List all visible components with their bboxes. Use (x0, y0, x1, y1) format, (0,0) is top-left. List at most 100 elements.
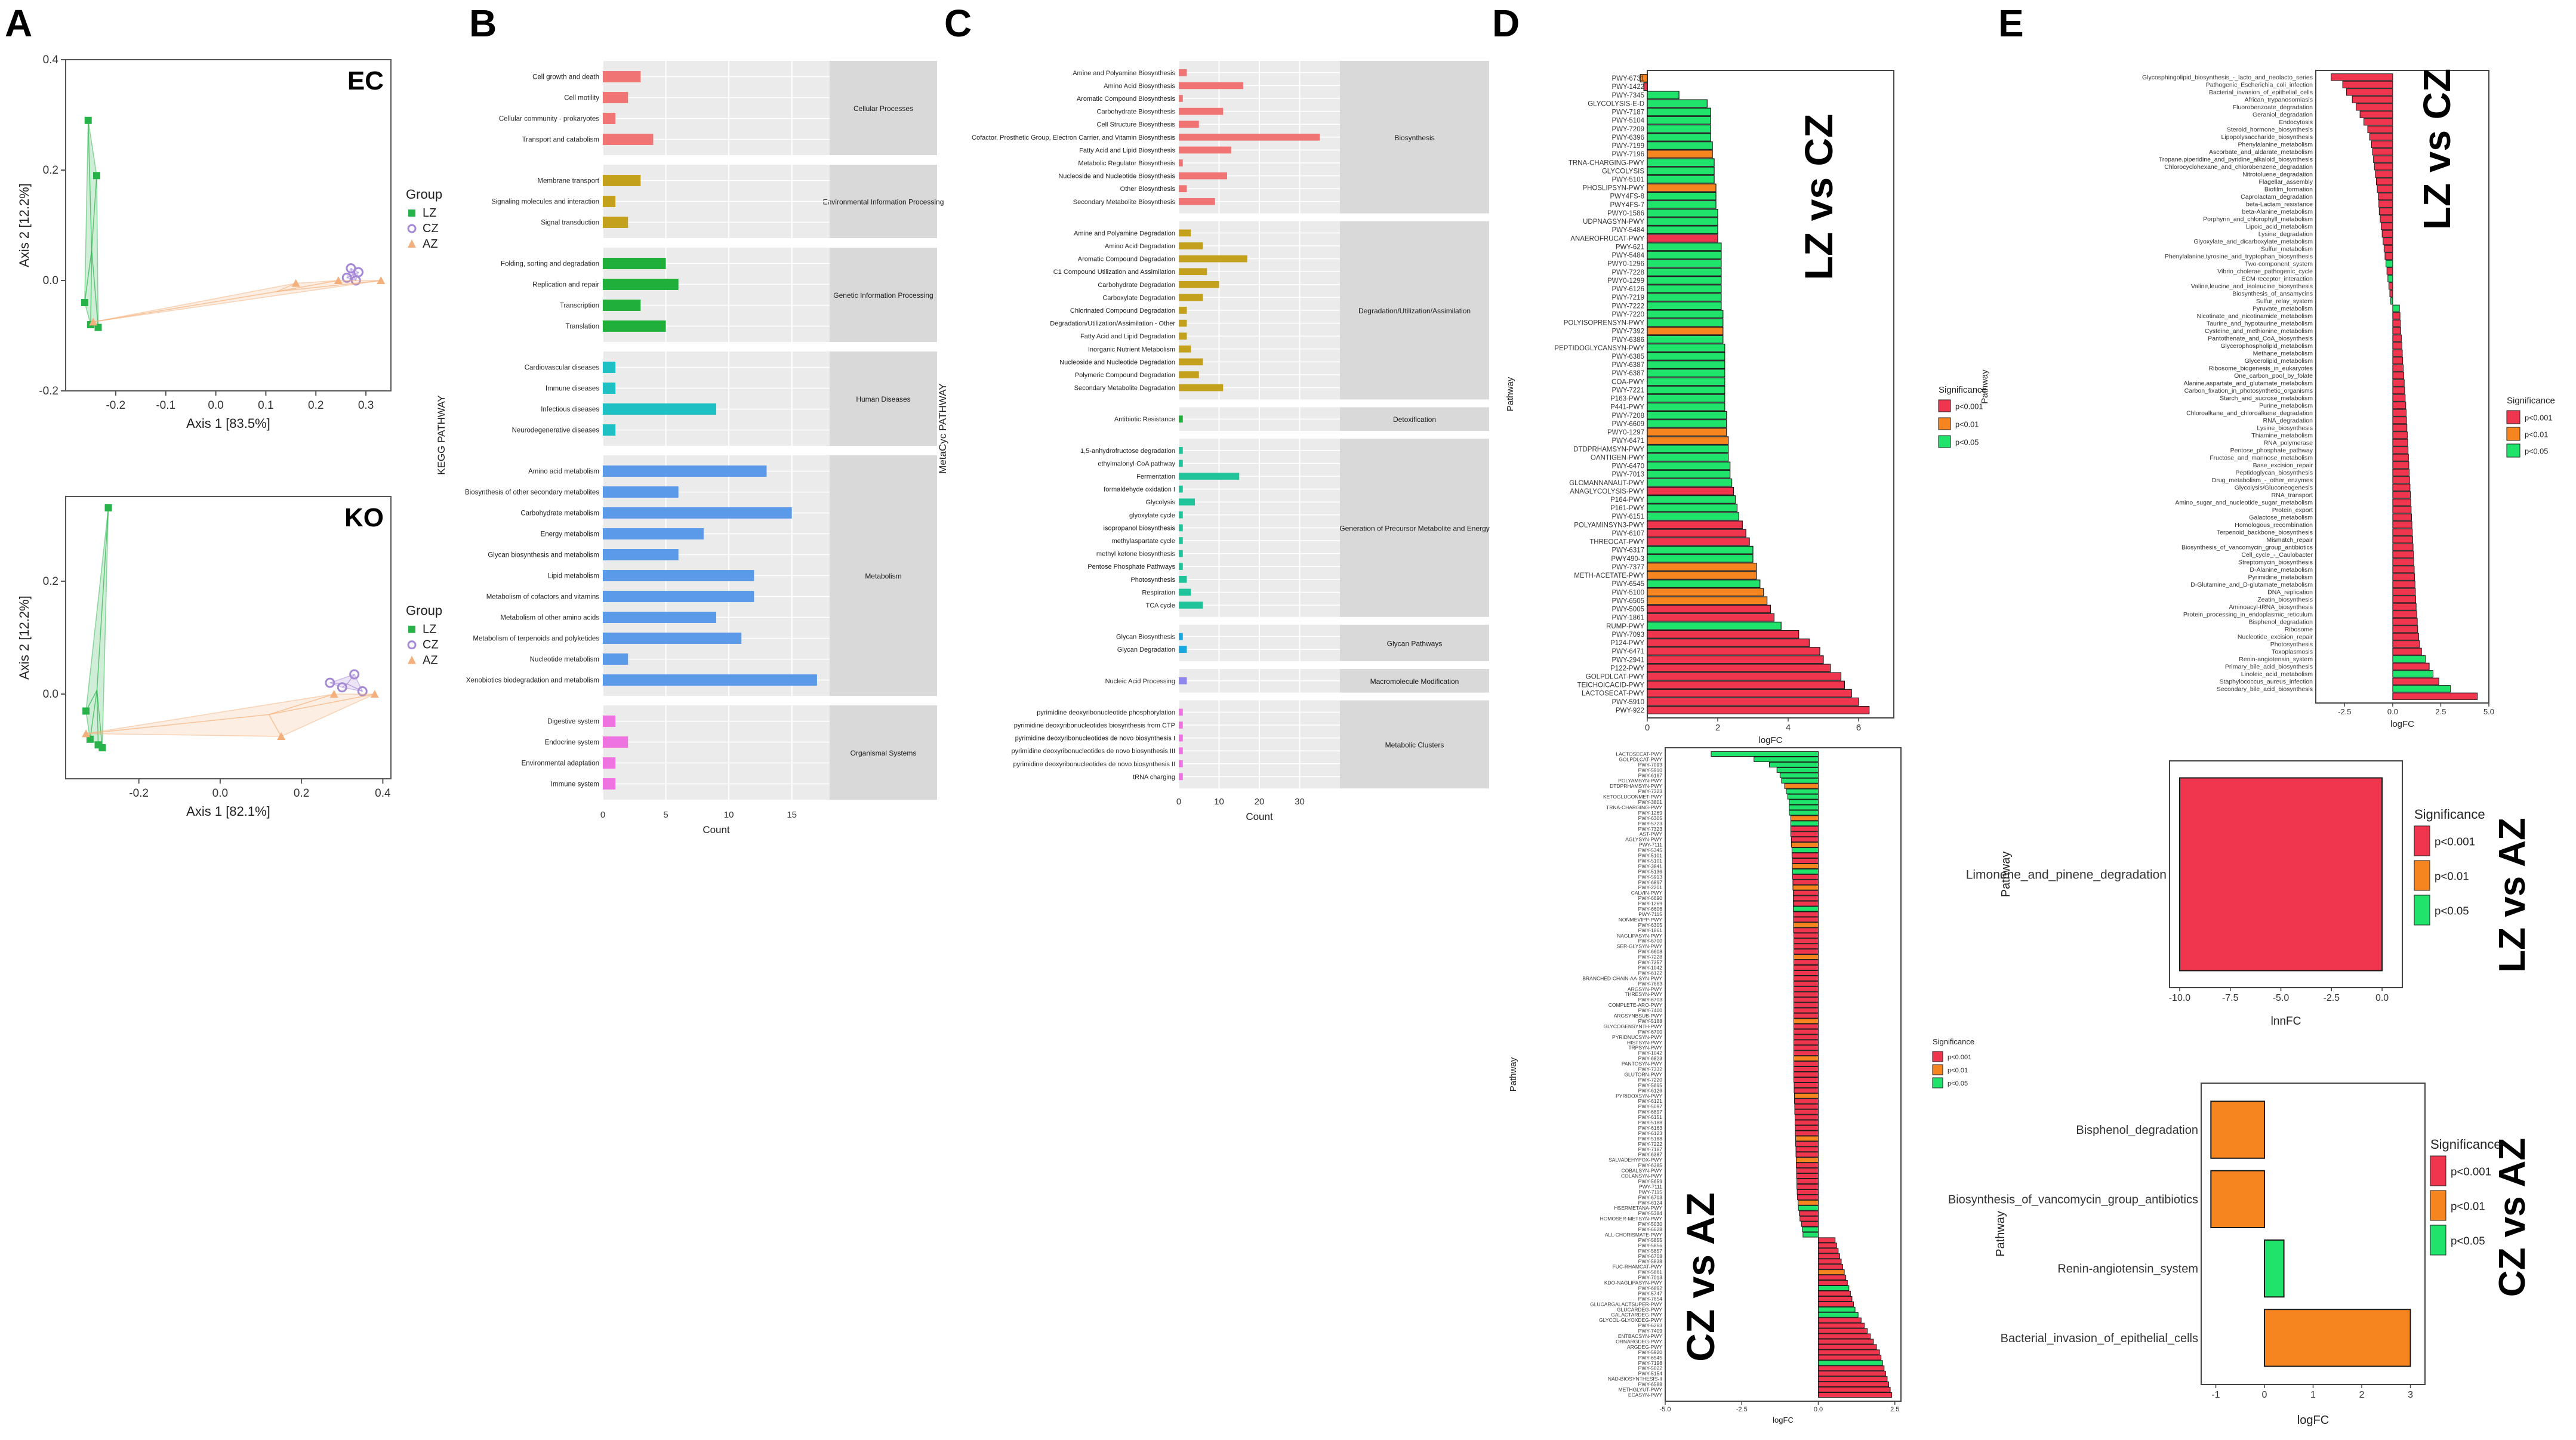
pathway-label: PWY-7409 (1638, 1328, 1663, 1334)
bar (2392, 491, 2411, 499)
bar (1786, 788, 1819, 794)
bar (1179, 498, 1195, 506)
bar (2392, 417, 2407, 424)
pathway-label: PWY-7323 (1638, 826, 1663, 832)
pathway-label: PWY-7228 (1638, 954, 1663, 960)
bar (2392, 304, 2400, 312)
bar (1179, 415, 1183, 423)
pathway-label: PWY-7199 (1611, 143, 1644, 150)
pathway-label: Thiamine_metabolism (2251, 432, 2313, 439)
panel-label-c: C (944, 2, 972, 45)
x-tick-label: 2.5 (1890, 1406, 1899, 1413)
bar (1795, 1136, 1819, 1142)
bar (603, 757, 616, 769)
bar (1794, 1082, 1819, 1088)
bar (1179, 371, 1199, 378)
bar (1796, 1157, 1819, 1163)
pathway-label: Glycolysis/Gluconeogenesis (2235, 484, 2313, 491)
pathway-label: PWY-1861 (1638, 927, 1663, 933)
pathway-label: CALVIN-PWY (1631, 890, 1663, 896)
pathway-label: HSERMETANA-PWY (1614, 1205, 1662, 1211)
bar (1817, 1355, 1882, 1361)
x-axis-label: Count (702, 824, 730, 835)
chart-title: LZ vs CZ (1797, 114, 1841, 280)
legend-label: p<0.01 (1948, 1067, 1968, 1074)
pathway-label: P122-PWY (1610, 665, 1644, 672)
facet-strip (830, 455, 937, 696)
bar (1793, 949, 1819, 955)
centroid-spoke (277, 280, 339, 292)
legend-key-cz (407, 224, 417, 233)
legend-title: Group (406, 603, 442, 618)
bar (1179, 307, 1187, 314)
bar (1791, 842, 1819, 848)
legend-label: AZ (423, 654, 438, 667)
pathway-label: PWY-7187 (1611, 109, 1644, 116)
bar (1817, 1285, 1850, 1291)
bar (2392, 342, 2402, 350)
bar (1792, 906, 1819, 912)
bar (603, 612, 716, 623)
panel-label-a: A (5, 2, 33, 45)
category-label: Cofactor, Prosthetic Group, Electron Car… (972, 134, 1175, 141)
pathway-label: PWY-7111 (1639, 1183, 1662, 1189)
pathway-label: PWY-7357 (1638, 960, 1663, 966)
pathway-label: PWY-1042 (1638, 1050, 1663, 1056)
x-tick-label: -0.2 (106, 399, 125, 412)
pathway-label: NAD-BIOSYNTHESIS-II (1608, 1376, 1662, 1382)
bar (1647, 116, 1711, 125)
bar (1647, 394, 1725, 403)
pathway-label: D-Alanine_metabolism (2250, 566, 2313, 573)
bar (1792, 868, 1819, 874)
bar (1179, 332, 1187, 340)
pathway-label: PWY-6588 (1638, 1382, 1663, 1387)
pathway-label: Phenylalanine_metabolism (2238, 141, 2313, 148)
pathway-label: PWY-7222 (1638, 1141, 1663, 1147)
bar (2392, 394, 2406, 402)
bar (1647, 209, 1718, 217)
pathway-label: PWY-5100 (1611, 589, 1644, 596)
bar (2392, 618, 2418, 625)
pathway-label: Renin-angiotensin_system (2239, 656, 2313, 663)
pathway-label: PWY-7187 (1638, 1146, 1663, 1152)
bar (2392, 319, 2401, 327)
bar (2331, 73, 2393, 81)
bar (1798, 1200, 1819, 1205)
bar (1647, 411, 1727, 420)
bar (2263, 1309, 2411, 1367)
bar (1179, 734, 1183, 742)
bar (1796, 1168, 1819, 1174)
x-axis-label: logFC (2390, 719, 2414, 729)
bar (1793, 927, 1819, 933)
pathway-label: Bacterial_invasion_of_epithelial_cells (2001, 1332, 2198, 1345)
bar (1817, 1392, 1893, 1398)
bar (1794, 1093, 1819, 1099)
legend-key (1938, 399, 1951, 412)
bar (1179, 319, 1187, 327)
facet-strip-label: Genetic Information Processing (833, 291, 933, 300)
bar (1817, 1328, 1868, 1334)
point-cz (341, 272, 352, 283)
bar (2378, 193, 2393, 201)
bar (1179, 146, 1231, 154)
bar (2367, 125, 2393, 133)
legend-label: p<0.001 (2435, 835, 2475, 848)
category-label: Energy metabolism (541, 531, 599, 538)
bar (1179, 159, 1183, 166)
pathway-label: PWY-6396 (1611, 134, 1644, 141)
bar (1647, 621, 1782, 630)
legend-key (2506, 427, 2520, 441)
bar (1798, 1205, 1819, 1211)
pathway-label: TEICHOICACID-PWY (1577, 682, 1645, 689)
bar (1647, 132, 1711, 141)
pathway-label: PWY-5188 (1638, 1136, 1663, 1142)
category-label: Infectious diseases (541, 406, 599, 414)
legend-label: p<0.05 (1948, 1080, 1968, 1087)
pathway-label: PWY-6122 (1638, 970, 1663, 976)
bar (2392, 588, 2416, 596)
x-tick-label: 6 (1856, 723, 1861, 733)
pathway-label: PWY-7228 (1611, 269, 1644, 276)
y-tick-label: 0.0 (43, 275, 58, 287)
bar (603, 570, 754, 581)
bar (2392, 581, 2415, 588)
